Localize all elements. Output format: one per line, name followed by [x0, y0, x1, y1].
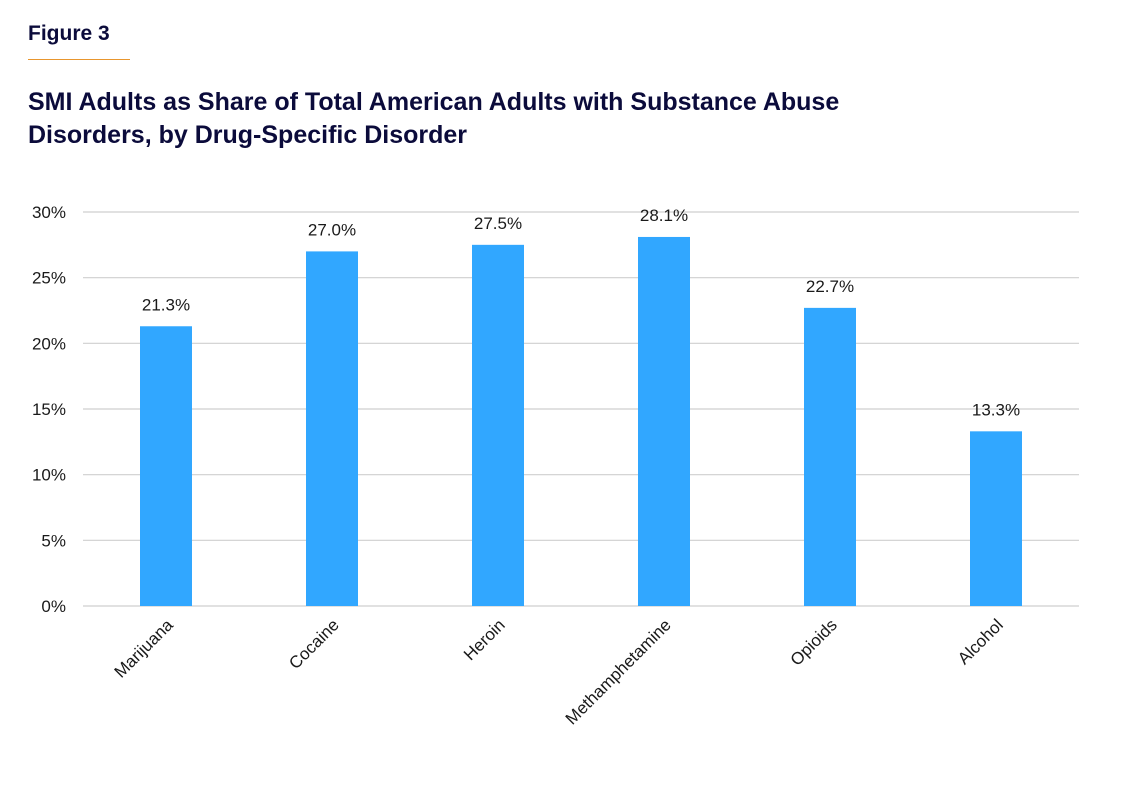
y-tick-label: 10%: [32, 466, 66, 485]
x-tick-label: Alcohol: [954, 615, 1007, 668]
figure-label-underline: [28, 59, 130, 60]
data-label: 13.3%: [972, 400, 1020, 419]
data-label: 22.7%: [806, 277, 854, 296]
x-tick-label: Cocaine: [285, 615, 343, 673]
y-tick-label: 30%: [32, 203, 66, 222]
x-tick-label: Opioids: [787, 615, 841, 669]
bar-alcohol: [970, 431, 1022, 606]
y-tick-label: 25%: [32, 269, 66, 288]
x-tick-label: Methamphetamine: [562, 615, 675, 728]
bar-cocaine: [306, 251, 358, 606]
bar-heroin: [472, 244, 524, 607]
bar-marijuana: [140, 326, 192, 606]
data-label: 21.3%: [142, 295, 190, 314]
y-tick-label: 5%: [41, 531, 66, 550]
y-tick-label: 0%: [41, 597, 66, 616]
x-axis-labels: Marijuana Cocaine Heroin Methamphetamine Opi…: [111, 615, 1007, 728]
y-tick-label: 15%: [32, 400, 66, 419]
figure-label: Figure 3: [28, 22, 110, 45]
y-axis-ticks: 0% 5% 10% 15% 20% 25% 30%: [32, 203, 66, 616]
bar-opioids: [804, 307, 856, 606]
data-label: 27.5%: [474, 214, 522, 233]
data-label: 28.1%: [640, 206, 688, 225]
data-label: 27.0%: [308, 220, 356, 239]
data-labels: 21.3% 27.0% 27.5% 28.1% 22.7% 13.3%: [142, 206, 1020, 419]
bars: [140, 236, 1022, 607]
bar-methamphetamine: [638, 236, 690, 606]
x-tick-label: Marijuana: [111, 615, 178, 682]
chart-title: SMI Adults as Share of Total American Ad…: [28, 88, 840, 149]
y-tick-label: 20%: [32, 334, 66, 353]
gridlines: [83, 211, 1079, 607]
x-tick-label: Heroin: [460, 615, 509, 664]
